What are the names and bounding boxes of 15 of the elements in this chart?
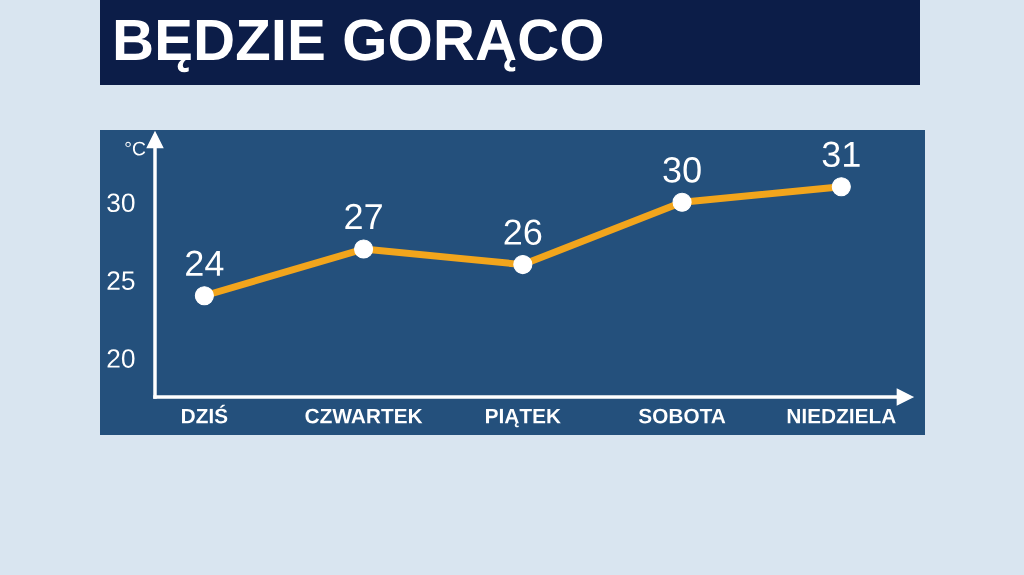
y-tick-label: 30 (107, 193, 135, 213)
data-label: 30 (663, 157, 701, 183)
y-tick-label: 20 (107, 349, 135, 368)
x-tick-label: PIĄTEK (486, 408, 561, 428)
y-tick-label: 25 (107, 271, 135, 290)
x-tick-label: CZWARTEK (305, 408, 423, 424)
y-axis-title: °C (125, 141, 146, 156)
x-tick-label: NIEDZIELA (787, 408, 896, 424)
data-label: 31 (822, 141, 860, 168)
x-tick-label: DZIŚ (182, 404, 228, 424)
data-label: 24 (186, 250, 224, 276)
chart-title: BĘDZIE GORĄCO (115, 19, 603, 73)
data-label: 27 (345, 203, 382, 230)
x-tick-label: SOBOTA (638, 408, 726, 424)
data-label: 26 (504, 219, 542, 245)
